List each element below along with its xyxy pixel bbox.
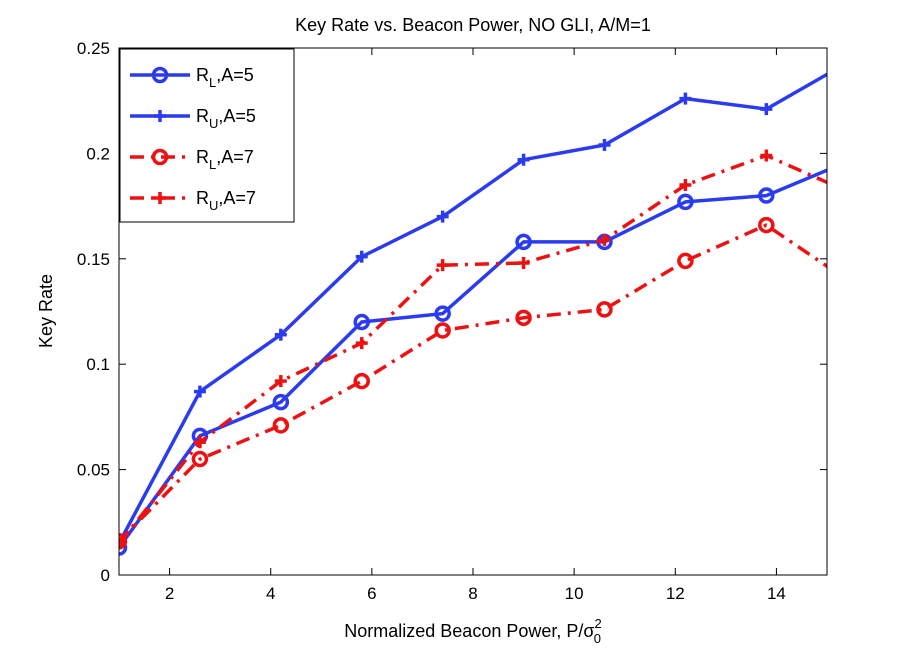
data-point bbox=[272, 417, 290, 434]
data-point bbox=[677, 193, 694, 211]
legend-marker bbox=[151, 66, 169, 84]
x-tick-label: 4 bbox=[266, 584, 275, 603]
data-point bbox=[119, 537, 125, 550]
x-axis-label-main: Normalized Beacon Power, P/ bbox=[344, 621, 583, 641]
data-point bbox=[274, 375, 287, 388]
series-R_U,A=5 bbox=[119, 57, 853, 550]
data-point bbox=[841, 57, 853, 69]
series-line bbox=[119, 72, 827, 545]
data-point bbox=[515, 233, 532, 251]
data-point bbox=[436, 210, 449, 223]
legend-marker bbox=[151, 148, 169, 166]
legend-entry: RU,A=5 bbox=[196, 106, 256, 131]
x-axis-label-sup: 2 bbox=[595, 616, 602, 631]
x-tick-label: 6 bbox=[367, 584, 376, 603]
legend-label-rest: ,A=7 bbox=[216, 147, 254, 167]
y-tick-label: 0 bbox=[101, 566, 110, 585]
legend-label-sub: U bbox=[209, 116, 218, 131]
legend-marker bbox=[154, 110, 166, 122]
data-point bbox=[191, 450, 209, 468]
data-point bbox=[677, 252, 694, 270]
x-axis-label: Normalized Beacon Power, P/σ2 0 bbox=[344, 616, 601, 646]
y-tick-label: 0.25 bbox=[77, 39, 110, 58]
x-axis-label-sub: 0 bbox=[594, 631, 601, 646]
data-point bbox=[760, 149, 773, 162]
legend-label-sub: L bbox=[209, 75, 216, 90]
data-point bbox=[353, 313, 370, 331]
data-point bbox=[434, 322, 451, 339]
x-tick-label: 10 bbox=[565, 584, 584, 603]
data-point bbox=[596, 301, 613, 318]
legend-label-main: R bbox=[196, 188, 209, 208]
data-point bbox=[119, 533, 128, 550]
legend-label-sub: U bbox=[209, 198, 218, 213]
y-tick-label: 0.15 bbox=[77, 250, 110, 269]
legend-label-rest: ,A=5 bbox=[218, 106, 256, 126]
legend-label-main: R bbox=[196, 147, 209, 167]
data-point bbox=[355, 250, 368, 263]
data-point bbox=[193, 436, 206, 449]
data-point bbox=[679, 92, 692, 105]
y-tick-label: 0.1 bbox=[86, 355, 110, 374]
data-point bbox=[517, 257, 530, 270]
data-point bbox=[841, 273, 854, 286]
chart-title: Key Rate vs. Beacon Power, NO GLI, A/M=1 bbox=[295, 15, 651, 35]
data-point bbox=[758, 187, 775, 204]
legend-marker bbox=[154, 192, 166, 204]
series-R_L,A=7 bbox=[119, 216, 854, 550]
data-point bbox=[515, 309, 532, 327]
data-point bbox=[841, 185, 853, 197]
legend-label-sub: L bbox=[209, 157, 216, 172]
legend-entry: RU,A=7 bbox=[196, 188, 256, 213]
x-tick-label: 12 bbox=[666, 584, 685, 603]
x-tick-label: 2 bbox=[165, 584, 174, 603]
data-point bbox=[436, 259, 449, 272]
x-tick-label: 14 bbox=[767, 584, 786, 603]
ticks-layer: 2 4 6 8 10 12 14 0 0.05 0.1 0.15 0.2 0.25 bbox=[77, 39, 827, 603]
data-point bbox=[193, 385, 206, 398]
legend-entry: RL,A=7 bbox=[196, 147, 254, 172]
legend-label-main: R bbox=[196, 65, 209, 85]
data-point bbox=[119, 539, 128, 556]
series-line bbox=[119, 153, 827, 545]
legend-label-rest: ,A=7 bbox=[218, 188, 256, 208]
data-point bbox=[841, 155, 854, 168]
series-line bbox=[119, 168, 827, 549]
data-point bbox=[598, 138, 611, 151]
data-point bbox=[353, 372, 370, 390]
data-point bbox=[517, 153, 530, 166]
data-point bbox=[598, 233, 611, 246]
y-axis-label: Key Rate bbox=[36, 274, 56, 348]
series-R_U,A=7 bbox=[119, 149, 853, 550]
series-line bbox=[119, 223, 827, 543]
data-point bbox=[679, 179, 692, 192]
y-tick-label: 0.05 bbox=[77, 461, 110, 480]
legend: RL,A=5RU,A=5RL,A=7RU,A=7 bbox=[119, 48, 295, 223]
data-point bbox=[758, 216, 775, 234]
legend-label-main: R bbox=[196, 106, 209, 126]
y-tick-label: 0.2 bbox=[86, 144, 110, 163]
x-axis-label-symbol: σ bbox=[583, 621, 594, 641]
data-point bbox=[355, 337, 368, 350]
data-point bbox=[760, 103, 773, 116]
legend-entry: RL,A=5 bbox=[196, 65, 254, 90]
legend-label-rest: ,A=5 bbox=[216, 65, 254, 85]
data-point bbox=[272, 393, 290, 411]
data-point bbox=[434, 305, 451, 322]
data-point bbox=[274, 328, 287, 341]
series-layer bbox=[119, 57, 854, 556]
x-tick-label: 8 bbox=[468, 584, 477, 603]
legend-box bbox=[119, 48, 295, 223]
